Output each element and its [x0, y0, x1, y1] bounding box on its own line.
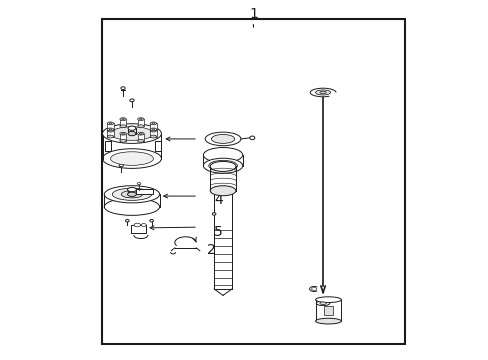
Ellipse shape	[127, 188, 136, 192]
Ellipse shape	[128, 126, 136, 130]
Ellipse shape	[107, 135, 114, 138]
Ellipse shape	[125, 220, 129, 222]
Ellipse shape	[109, 123, 112, 124]
Ellipse shape	[107, 122, 114, 125]
Ellipse shape	[120, 118, 126, 121]
Ellipse shape	[150, 122, 156, 125]
Ellipse shape	[150, 128, 156, 131]
Ellipse shape	[249, 136, 254, 140]
Ellipse shape	[315, 297, 341, 302]
Ellipse shape	[120, 125, 126, 128]
Ellipse shape	[110, 152, 153, 165]
Bar	[127, 190, 136, 194]
Ellipse shape	[210, 186, 235, 196]
Ellipse shape	[203, 148, 242, 162]
Bar	[150, 123, 156, 131]
Ellipse shape	[104, 198, 160, 215]
Ellipse shape	[212, 213, 216, 215]
Bar	[130, 189, 153, 194]
Ellipse shape	[208, 160, 237, 171]
Ellipse shape	[141, 224, 146, 226]
Text: 3: 3	[214, 132, 223, 146]
Ellipse shape	[319, 302, 325, 305]
Ellipse shape	[315, 90, 330, 95]
Bar	[128, 128, 136, 134]
Ellipse shape	[134, 223, 140, 227]
Ellipse shape	[128, 189, 132, 194]
Text: 5: 5	[214, 225, 223, 239]
Ellipse shape	[107, 128, 114, 131]
Ellipse shape	[102, 149, 161, 168]
Ellipse shape	[137, 125, 144, 128]
Ellipse shape	[309, 88, 335, 97]
Ellipse shape	[122, 133, 124, 134]
Bar	[120, 119, 126, 126]
Text: 1: 1	[248, 7, 257, 21]
Ellipse shape	[203, 158, 242, 173]
Ellipse shape	[139, 133, 142, 134]
Ellipse shape	[107, 129, 114, 132]
Ellipse shape	[121, 87, 125, 90]
Ellipse shape	[137, 183, 141, 185]
Bar	[102, 19, 405, 344]
Ellipse shape	[139, 118, 142, 120]
Ellipse shape	[211, 134, 234, 143]
Bar	[137, 119, 144, 126]
Ellipse shape	[127, 192, 136, 197]
Text: 2: 2	[206, 243, 215, 257]
Ellipse shape	[150, 135, 156, 138]
Bar	[324, 306, 332, 315]
Ellipse shape	[128, 131, 136, 136]
Ellipse shape	[152, 123, 155, 124]
Ellipse shape	[122, 118, 124, 120]
Bar	[107, 130, 114, 136]
Bar	[150, 130, 156, 136]
Ellipse shape	[315, 318, 341, 324]
Ellipse shape	[150, 129, 156, 132]
Bar	[107, 123, 114, 131]
Ellipse shape	[112, 188, 151, 201]
Bar	[137, 134, 144, 141]
Bar	[120, 134, 126, 141]
Ellipse shape	[137, 132, 144, 135]
Ellipse shape	[152, 129, 155, 130]
Text: 4: 4	[214, 193, 223, 207]
Ellipse shape	[130, 99, 134, 102]
Ellipse shape	[121, 191, 142, 198]
Ellipse shape	[120, 139, 126, 142]
Ellipse shape	[205, 132, 241, 146]
Ellipse shape	[119, 164, 123, 167]
Bar	[155, 141, 161, 152]
Bar	[104, 141, 111, 152]
Ellipse shape	[120, 132, 126, 135]
Ellipse shape	[319, 91, 325, 94]
Ellipse shape	[102, 124, 161, 143]
Ellipse shape	[109, 129, 112, 130]
Ellipse shape	[104, 186, 160, 203]
Ellipse shape	[316, 301, 329, 306]
Ellipse shape	[149, 220, 153, 222]
Ellipse shape	[137, 139, 144, 142]
Ellipse shape	[210, 161, 235, 171]
Ellipse shape	[137, 118, 144, 121]
Ellipse shape	[110, 127, 153, 140]
Bar	[131, 225, 145, 233]
